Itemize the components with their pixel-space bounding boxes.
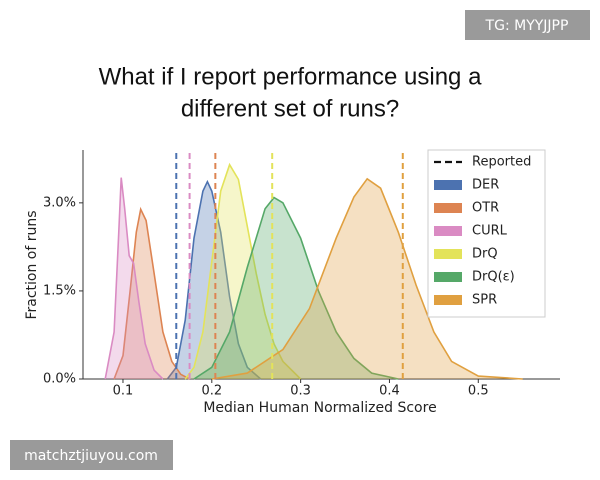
density-line	[193, 196, 399, 380]
density-area	[185, 164, 301, 379]
legend-swatch	[434, 226, 462, 236]
chart-title: What if I report performance using a	[99, 63, 482, 90]
legend-label: OTR	[472, 201, 499, 216]
density-line	[113, 206, 190, 380]
legend-label: DrQ(ε)	[472, 270, 515, 285]
legend-swatch	[434, 249, 462, 259]
y-axis-label: Fraction of runs	[24, 210, 40, 319]
x-tick-label: 0.5	[468, 384, 489, 399]
density-line	[184, 162, 302, 380]
x-tick-label: 0.2	[201, 384, 222, 399]
legend-swatch	[434, 295, 462, 305]
chart-title: different set of runs?	[181, 95, 399, 122]
watermark-badge	[465, 10, 590, 40]
legend-label: DER	[472, 178, 499, 193]
density-line	[104, 177, 164, 380]
x-tick-label: 0.1	[113, 384, 134, 399]
watermark-badge	[10, 440, 173, 470]
density-area	[167, 181, 261, 379]
density-line	[211, 177, 523, 380]
legend-swatch	[434, 272, 462, 282]
legend-label: Reported	[472, 155, 531, 170]
x-tick-label: 0.4	[379, 384, 400, 399]
density-area	[194, 197, 399, 379]
legend-swatch	[434, 180, 462, 190]
density-area	[211, 178, 523, 379]
density-line	[166, 179, 262, 380]
y-tick-label: 3.0%	[43, 195, 76, 210]
legend-label: SPR	[472, 293, 497, 308]
legend-swatch	[434, 203, 462, 213]
density-area	[114, 209, 190, 379]
legend-label: DrQ	[472, 247, 498, 262]
legend-label: CURL	[472, 224, 508, 239]
y-tick-label: 1.5%	[43, 283, 76, 298]
watermark: matchztjiuyou.com	[24, 448, 158, 464]
x-tick-label: 0.3	[290, 384, 311, 399]
plot: 0.0% 1.5% 3.0% 0.1 0.2 0.3 0.4 0.5 Reported DER OT…	[43, 149, 560, 399]
x-axis-label: Median Human Normalized Score	[203, 400, 436, 416]
watermark: TG: MYYJJPP	[485, 18, 569, 34]
y-tick-label: 0.0%	[43, 372, 76, 387]
